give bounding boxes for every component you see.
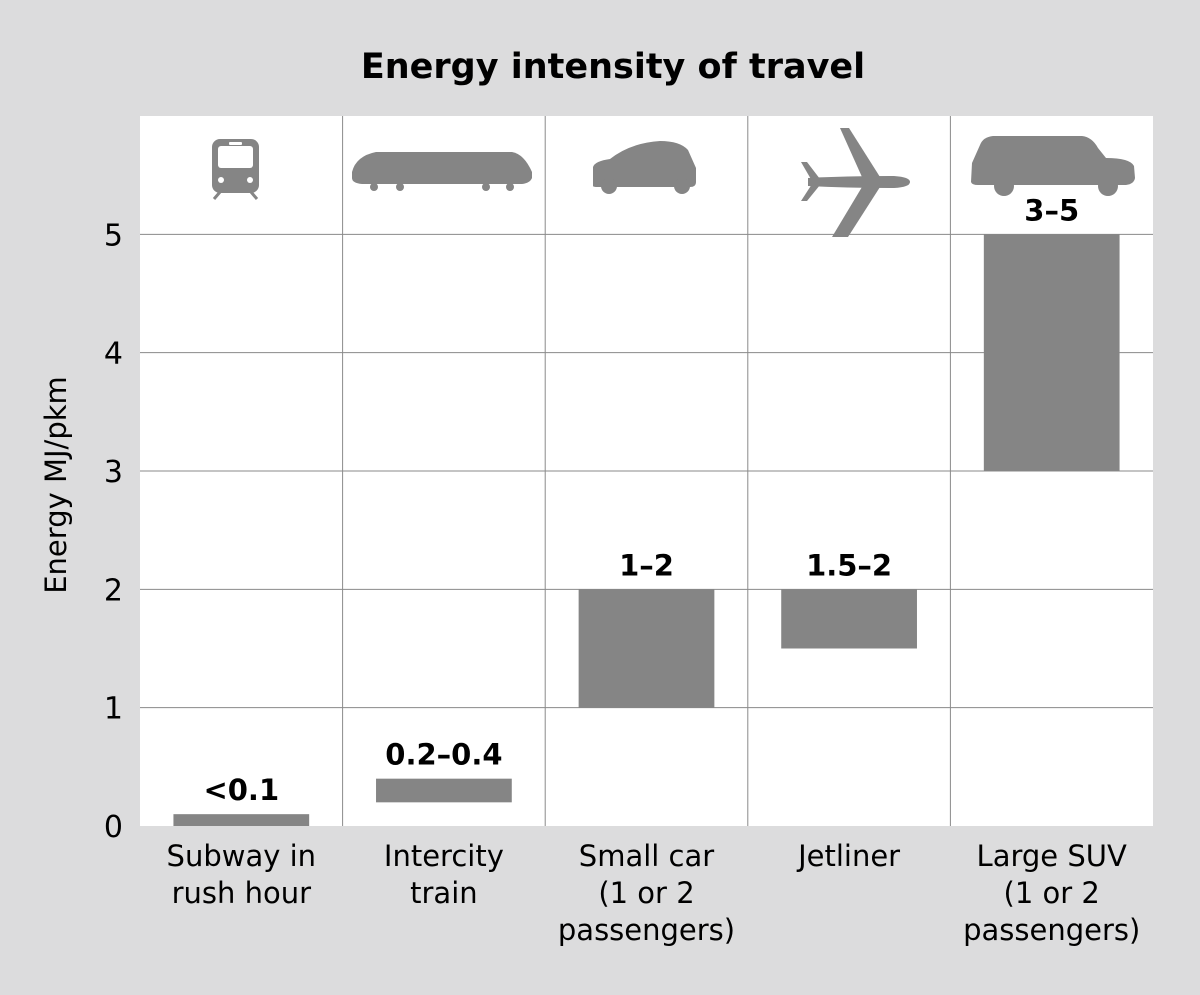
y-tick-label: 4	[104, 337, 123, 372]
value-labels: <0.1 0.2–0.4 1–2 1.5–2 3–5	[203, 193, 1079, 807]
category-label: Small car	[579, 839, 714, 873]
category-label: Subway in	[167, 839, 317, 873]
y-tick-label: 5	[104, 218, 123, 253]
bar	[578, 589, 715, 708]
category-label: (1 or 2	[1004, 876, 1100, 910]
value-label: 1.5–2	[806, 548, 892, 582]
category-label: (1 or 2	[598, 876, 694, 910]
value-label: 0.2–0.4	[385, 738, 502, 772]
y-tick-label: 0	[104, 810, 123, 845]
chart-title: Energy intensity of travel	[361, 47, 865, 87]
value-label: 3–5	[1024, 193, 1079, 227]
bar	[173, 814, 310, 826]
category-label: passengers)	[558, 913, 735, 947]
category-label: passengers)	[963, 913, 1140, 947]
category-label: rush hour	[172, 876, 312, 910]
jetliner-icon	[801, 128, 910, 237]
category-label: Large SUV	[977, 839, 1127, 873]
y-tick-label: 1	[104, 692, 123, 727]
small-car-icon	[593, 141, 696, 194]
y-tick-label: 2	[104, 573, 123, 608]
subway-train-icon	[212, 139, 259, 200]
y-tick-labels: 0 1 2 3 4 5	[104, 218, 123, 845]
large-suv-icon	[971, 136, 1135, 196]
category-label: Intercity	[384, 839, 504, 873]
y-tick-label: 3	[104, 455, 123, 490]
y-axis-label: Energy MJ/pkm	[39, 376, 73, 594]
value-label: <0.1	[203, 773, 279, 807]
bars	[173, 234, 1120, 826]
bar	[983, 234, 1120, 471]
category-label: Jetliner	[796, 839, 900, 873]
bar	[376, 778, 512, 803]
intercity-train-icon	[352, 152, 532, 191]
value-label: 1–2	[619, 548, 674, 582]
category-label: train	[410, 876, 478, 910]
bar	[781, 589, 917, 649]
